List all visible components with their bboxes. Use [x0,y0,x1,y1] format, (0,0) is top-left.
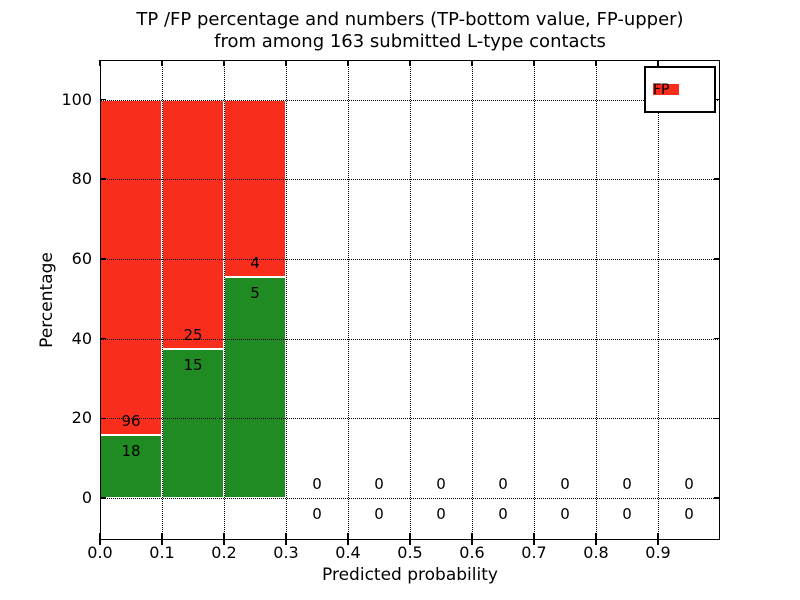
bar-tp-segment [224,276,286,498]
bar-tp-segment [162,348,224,498]
grid-line-vertical [224,60,225,540]
tp-count-label: 18 [121,442,141,461]
fp-count-label: 0 [436,475,446,493]
y-tick-label: 80 [71,169,92,189]
fp-count-label: 96 [121,412,141,431]
tp-count-label: 0 [436,505,446,523]
y-tick-mark [100,258,106,260]
x-tick-mark [285,533,287,545]
grid-line-vertical [348,60,349,540]
x-tick-label: 0.3 [273,543,299,562]
x-tick-label: 0.2 [211,543,237,562]
grid-line-vertical [534,60,535,540]
tp-count-label: 0 [684,505,694,523]
y-tick-label: 0 [81,488,92,507]
fp-count-label: 0 [684,475,694,493]
y-tick-mark-right [714,337,720,340]
grid-line-vertical [162,60,163,540]
x-tick-mark [223,533,225,545]
y-tick-mark-right [714,98,720,101]
fp-count-label: 0 [374,475,384,493]
x-tick-mark-top [533,60,535,66]
y-tick-mark-right [714,178,720,180]
x-tick-mark [471,533,473,545]
tp-count-label: 5 [250,283,260,302]
tp-count-label: 0 [622,505,632,523]
y-tick-mark [100,337,106,340]
grid-line-vertical [472,60,473,540]
x-tick-mark [533,533,535,545]
fp-color-swatch [653,84,679,95]
fp-count-label: 0 [560,475,570,493]
bar-fp-segment [162,99,224,349]
x-tick-mark-top [471,60,473,66]
tp-count-label: 0 [312,505,322,523]
y-tick-mark [100,98,106,101]
fp-count-label: 25 [183,325,203,344]
x-tick-mark-top [223,60,225,66]
y-tick-mark-right [714,497,720,499]
y-tick-mark-right [714,417,720,420]
x-tick-mark-top [347,60,349,66]
x-tick-mark [99,533,101,545]
tp-count-label: 0 [560,505,570,523]
x-tick-label: 0.8 [583,543,609,562]
legend-label-fp: FP [653,81,670,98]
fp-count-label: 0 [622,475,632,493]
x-tick-mark-top [595,60,597,66]
grid-line-vertical [286,60,287,540]
x-tick-mark [595,533,597,545]
axes-frame [100,60,720,540]
chart-title-line2: from among 163 submitted L-type contacts [214,31,606,52]
x-tick-mark [161,533,163,545]
x-tick-mark-top [161,60,163,66]
x-tick-mark [657,533,659,545]
legend: TP FP [644,66,716,113]
grid-line-vertical [596,60,597,540]
y-tick-label: 40 [71,328,92,348]
y-tick-mark-right [714,258,720,260]
x-tick-label: 0.6 [459,543,485,562]
x-tick-mark-top [285,60,287,66]
x-axis-label: Predicted probability [322,565,498,585]
x-tick-mark-top [657,60,659,66]
y-tick-mark [100,497,106,499]
x-tick-label: 0.9 [645,543,671,562]
x-tick-label: 0.4 [335,543,361,562]
fp-count-label: 4 [250,253,260,272]
y-tick-label: 60 [71,248,92,268]
y-tick-label: 20 [71,408,92,428]
bar-fp-segment [100,99,162,436]
x-tick-mark-top [99,60,101,66]
x-tick-label: 0.0 [87,543,113,562]
y-tick-mark [100,417,106,420]
fp-count-label: 0 [312,475,322,493]
x-tick-mark [347,533,349,545]
chart-title: TP /FP percentage and numbers (TP-bottom… [10,9,800,53]
chart-title-line1: TP /FP percentage and numbers (TP-bottom… [136,9,684,30]
y-tick-label: 100 [61,89,92,109]
x-tick-mark [409,533,411,545]
y-tick-mark [100,178,106,180]
x-tick-label: 0.5 [397,543,423,562]
tp-count-label: 0 [498,505,508,523]
tp-count-label: 0 [374,505,384,523]
fp-count-label: 0 [498,475,508,493]
tp-count-label: 15 [183,355,203,374]
grid-line-vertical [658,60,659,540]
grid-line-vertical [410,60,411,540]
x-tick-label: 0.1 [149,543,175,562]
x-tick-mark-top [409,60,411,66]
x-tick-label: 0.7 [521,543,547,562]
